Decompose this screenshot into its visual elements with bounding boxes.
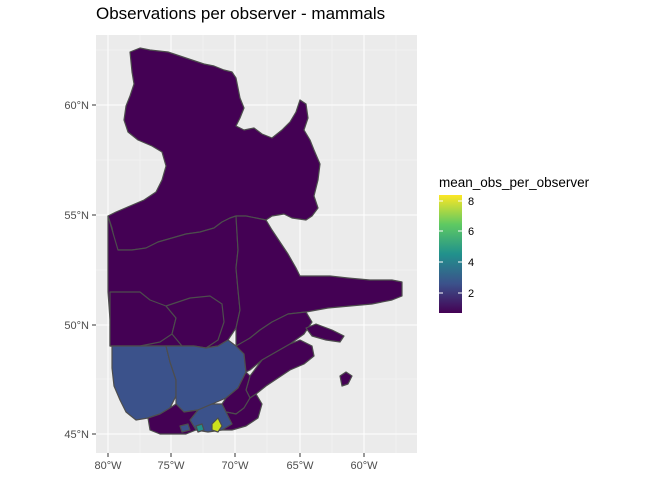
legend: mean_obs_per_observer 8 6 4 2 [439,175,590,313]
legend-label-2: 2 [468,288,474,300]
region-high-value-east [211,417,223,433]
x-tick-label-75w: 75°W [157,460,185,472]
anticosti-island [305,323,345,343]
axis-ticks [92,104,365,457]
quebec-map [107,47,403,435]
legend-label-4: 4 [468,257,474,269]
y-tick-label-55n: 55°N [64,210,89,222]
legend-ticks [439,200,462,294]
region-chaudiere-appalaches [221,393,263,431]
x-tick-label-80w: 80°W [94,460,122,472]
region-saguenay [235,311,313,373]
y-tick-label-45n: 45°N [64,429,89,441]
region-high-value-west [179,423,191,433]
y-tick-label-50n: 50°N [64,320,89,332]
region-high-value-center [195,423,205,433]
magdalen-islands [339,371,353,387]
region-northern-quebec [107,47,321,251]
plot-title: Observations per observer - mammals [96,4,386,23]
legend-title: mean_obs_per_observer [439,175,590,190]
x-tick-label-65w: 65°W [286,460,314,472]
region-cote-nord [235,215,403,347]
region-jamesie-south [165,295,225,349]
legend-label-6: 6 [468,226,474,238]
x-tick-label-70w: 70°W [221,460,249,472]
x-tick-label-60w: 60°W [350,460,378,472]
y-tick-label-60n: 60°N [64,100,89,112]
legend-label-8: 8 [468,196,474,208]
legend-colorbar [439,195,462,313]
